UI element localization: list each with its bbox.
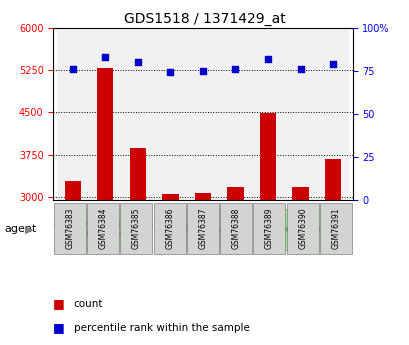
Point <box>134 59 141 65</box>
FancyBboxPatch shape <box>153 203 185 254</box>
Text: GSM76390: GSM76390 <box>297 208 306 249</box>
Text: agent: agent <box>4 225 36 234</box>
Point <box>167 70 173 75</box>
FancyBboxPatch shape <box>286 203 318 254</box>
Text: GSM76388: GSM76388 <box>231 208 240 249</box>
Bar <box>121 28 154 200</box>
Bar <box>56 28 89 200</box>
Text: conditioned medium from
BSN cells: conditioned medium from BSN cells <box>54 220 153 239</box>
Text: percentile rank within the sample: percentile rank within the sample <box>74 323 249 333</box>
FancyBboxPatch shape <box>319 203 351 254</box>
Bar <box>97 68 113 200</box>
Bar <box>292 187 308 200</box>
Bar <box>65 181 81 200</box>
Text: GSM76391: GSM76391 <box>330 208 339 249</box>
Bar <box>251 28 283 200</box>
Text: GSM76385: GSM76385 <box>132 208 141 249</box>
Point <box>102 54 108 60</box>
FancyBboxPatch shape <box>254 209 350 250</box>
Point <box>199 68 206 73</box>
Text: GDS1518 / 1371429_at: GDS1518 / 1371429_at <box>124 12 285 26</box>
Text: heregulin: heregulin <box>184 225 220 234</box>
Text: ■: ■ <box>53 297 65 310</box>
Text: GSM76383: GSM76383 <box>65 208 74 249</box>
FancyBboxPatch shape <box>87 203 119 254</box>
FancyBboxPatch shape <box>187 203 218 254</box>
FancyBboxPatch shape <box>220 203 252 254</box>
Text: pleiotrophin: pleiotrophin <box>279 225 325 234</box>
Bar <box>89 28 121 200</box>
Bar <box>186 28 219 200</box>
Text: GSM76386: GSM76386 <box>165 208 174 249</box>
Text: ■: ■ <box>53 321 65 334</box>
Bar <box>154 28 186 200</box>
FancyBboxPatch shape <box>55 209 151 250</box>
Point <box>231 66 238 72</box>
FancyBboxPatch shape <box>154 209 251 250</box>
Text: ▶: ▶ <box>25 225 33 234</box>
Bar <box>283 28 316 200</box>
Point <box>264 56 271 61</box>
Point <box>297 66 303 72</box>
Bar <box>219 28 251 200</box>
Bar <box>324 159 340 200</box>
Bar <box>194 193 211 200</box>
Text: GSM76389: GSM76389 <box>264 208 273 249</box>
Point <box>70 66 76 72</box>
FancyBboxPatch shape <box>54 203 85 254</box>
Text: count: count <box>74 299 103 308</box>
FancyBboxPatch shape <box>120 203 152 254</box>
Bar <box>227 187 243 200</box>
Text: GSM76384: GSM76384 <box>99 208 108 249</box>
Bar <box>259 113 276 200</box>
Point <box>329 61 335 67</box>
Bar <box>129 148 146 200</box>
Bar <box>162 194 178 200</box>
Bar <box>316 28 348 200</box>
Text: GSM76387: GSM76387 <box>198 208 207 249</box>
FancyBboxPatch shape <box>253 203 285 254</box>
